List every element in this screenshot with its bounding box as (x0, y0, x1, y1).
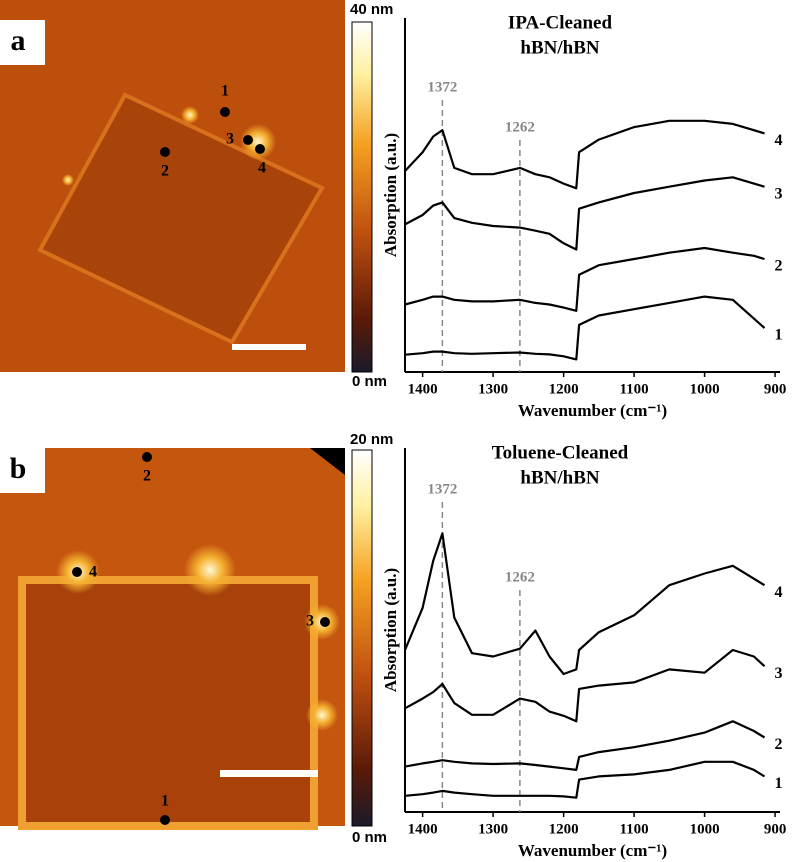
point-label: 4 (258, 160, 266, 177)
spectrum-line (404, 176, 765, 251)
colorbar-min: 0 nm (352, 373, 387, 390)
colorbar (351, 449, 373, 827)
y-axis-label: Absorption (a.u.) (381, 568, 400, 692)
x-tick-label: 1300 (478, 381, 508, 397)
x-axis-label: Wavenumber (cm⁻¹) (518, 841, 667, 860)
x-tick-label: 1100 (619, 821, 648, 837)
peak-label: 1262 (505, 119, 535, 135)
peak-label: 1372 (427, 481, 457, 497)
chart-title: IPA-Cleaned (508, 12, 613, 33)
point-label: 1 (221, 83, 229, 100)
spectrum-line (404, 720, 766, 771)
point-label: 3 (226, 131, 234, 148)
x-tick-label: 1400 (408, 381, 438, 397)
point-label: 3 (306, 613, 314, 630)
x-tick-label: 1200 (549, 821, 579, 837)
x-tick-label: 900 (764, 821, 787, 837)
point-label: 2 (143, 468, 151, 485)
afm-image-a: a 1 2 3 4 (0, 0, 345, 372)
x-tick-label: 1000 (690, 381, 720, 397)
series-label: 3 (774, 665, 782, 682)
point-label: 1 (161, 793, 169, 810)
x-tick-label: 1200 (549, 381, 579, 397)
colorbar-min: 0 nm (352, 829, 387, 846)
series-label: 1 (774, 775, 782, 792)
spectrum-line (404, 760, 766, 799)
colorbar-max: 20 nm (350, 431, 393, 448)
x-tick-label: 1000 (690, 821, 720, 837)
y-axis-label: Absorption (a.u.) (381, 133, 400, 257)
chart-title: Toluene-Cleaned (492, 442, 629, 463)
series-label: 1 (774, 327, 782, 344)
x-tick-label: 1400 (408, 821, 438, 837)
spectrum-line (404, 295, 766, 361)
peak-label: 1262 (505, 569, 535, 585)
point-label: 2 (161, 163, 169, 180)
chart-title: hBN/hBN (520, 37, 599, 58)
spectrum-line (403, 532, 766, 676)
spectrum-line (404, 119, 765, 190)
x-tick-label: 1100 (619, 381, 648, 397)
series-label: 2 (774, 736, 782, 753)
series-label: 4 (774, 584, 782, 601)
panel-label: b (10, 452, 27, 485)
spectrum-line (404, 648, 766, 723)
colorbar (351, 21, 373, 373)
x-axis-label: Wavenumber (cm⁻¹) (518, 401, 667, 420)
afm-image-b: b 1 2 3 4 (0, 448, 345, 830)
series-label: 3 (774, 185, 782, 202)
colorbar-max: 40 nm (350, 1, 393, 18)
panel-label: a (11, 24, 26, 57)
chart-title: hBN/hBN (520, 467, 599, 488)
peak-label: 1372 (427, 79, 457, 95)
x-tick-label: 1300 (478, 821, 508, 837)
series-label: 4 (774, 132, 782, 149)
x-tick-label: 900 (764, 381, 787, 397)
spectrum-line (404, 246, 765, 312)
point-label: 4 (89, 564, 97, 581)
series-label: 2 (774, 258, 782, 275)
